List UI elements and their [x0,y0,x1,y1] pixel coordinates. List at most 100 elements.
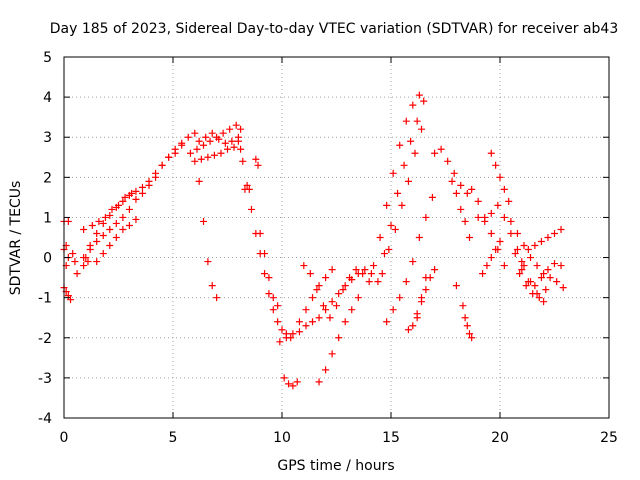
data-point [226,125,234,133]
x-tick-label: 20 [491,430,509,446]
data-point [328,266,336,274]
data-point [537,274,545,282]
data-point [230,143,238,151]
data-point [215,135,223,143]
data-point [200,217,208,225]
data-point [341,318,349,326]
series-seg-20 [487,149,513,205]
data-point [197,155,205,163]
data-point [319,302,327,310]
data-point [138,189,146,197]
data-point [444,157,452,165]
data-point [88,221,96,229]
data-point [119,197,127,205]
data-point [474,213,482,221]
y-tick-label: -4 [38,411,52,427]
data-point [99,231,107,239]
data-point [522,282,530,290]
data-point [402,117,410,125]
data-point [507,217,515,225]
data-point [138,183,146,191]
data-point [387,221,395,229]
data-point [108,205,116,213]
data-point [119,213,127,221]
data-point [73,270,81,278]
data-point [415,91,423,99]
data-point [465,234,473,241]
data-point [511,250,519,258]
data-point [420,97,428,105]
data-point [67,296,75,304]
data-point [431,149,439,157]
y-tick-label: -3 [38,371,52,387]
data-point [191,129,199,137]
data-point [380,250,388,258]
data-point [274,318,282,326]
data-point [193,145,201,153]
data-point [293,378,301,386]
x-tick-label: 0 [60,430,69,446]
series-early-cloud-a [60,217,72,270]
data-point [265,274,273,282]
data-point [84,258,92,266]
y-axis-label: SDTVAR / TECUs [8,181,24,296]
data-point [206,137,214,145]
data-point [322,306,330,314]
series-trough-3 [315,294,362,386]
data-point [354,294,362,302]
data-point [505,197,513,205]
data-point [217,149,225,157]
series-fall-2 [234,137,295,342]
data-point [448,177,456,185]
data-point [254,161,262,169]
data-point [315,314,323,322]
data-point [128,189,136,197]
data-point [518,258,526,266]
data-point [428,193,436,201]
data-point [295,328,303,336]
data-point [328,298,336,306]
data-point [145,177,153,185]
data-point [64,217,72,225]
y-tick-label: 3 [43,130,52,146]
data-point [158,161,166,169]
data-point [341,282,349,290]
data-point [492,246,500,254]
data-point [468,185,476,193]
data-point [520,242,528,250]
data-point [540,270,548,278]
data-point [322,366,330,374]
data-point [315,282,323,290]
data-point [300,262,308,270]
data-point [400,161,408,169]
data-point [210,151,218,159]
data-point [540,298,548,306]
data-point [385,246,393,254]
data-point [348,306,356,314]
x-tick-label: 10 [273,430,291,446]
x-axis-label: GPS time / hours [277,458,394,474]
data-point [553,278,561,286]
data-point [389,306,397,314]
data-point [306,270,314,278]
data-point [413,314,421,322]
data-point [125,221,133,229]
data-point [383,201,391,209]
data-point [112,219,120,227]
data-point [551,260,558,268]
data-point [409,258,417,266]
data-point [278,326,286,334]
data-point [80,262,88,270]
data-point [535,294,543,302]
data-point [261,270,269,278]
data-point [394,189,402,197]
data-point [101,213,109,221]
data-point [93,258,101,266]
data-point [121,193,129,201]
data-point [544,234,552,241]
data-point [106,225,114,233]
data-point [261,250,269,258]
x-tick-label: 15 [382,430,400,446]
data-point [376,234,384,241]
data-point [195,177,203,185]
